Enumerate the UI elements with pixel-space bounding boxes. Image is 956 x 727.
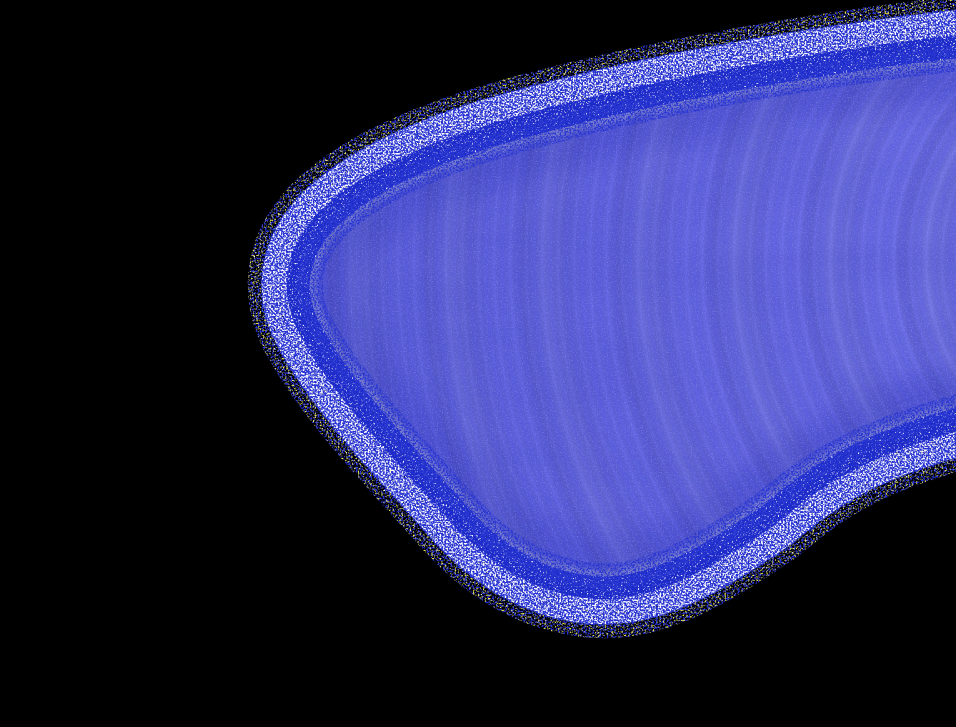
noise-blob-scene — [247, 0, 956, 639]
noise-blob-canvas — [247, 0, 956, 639]
